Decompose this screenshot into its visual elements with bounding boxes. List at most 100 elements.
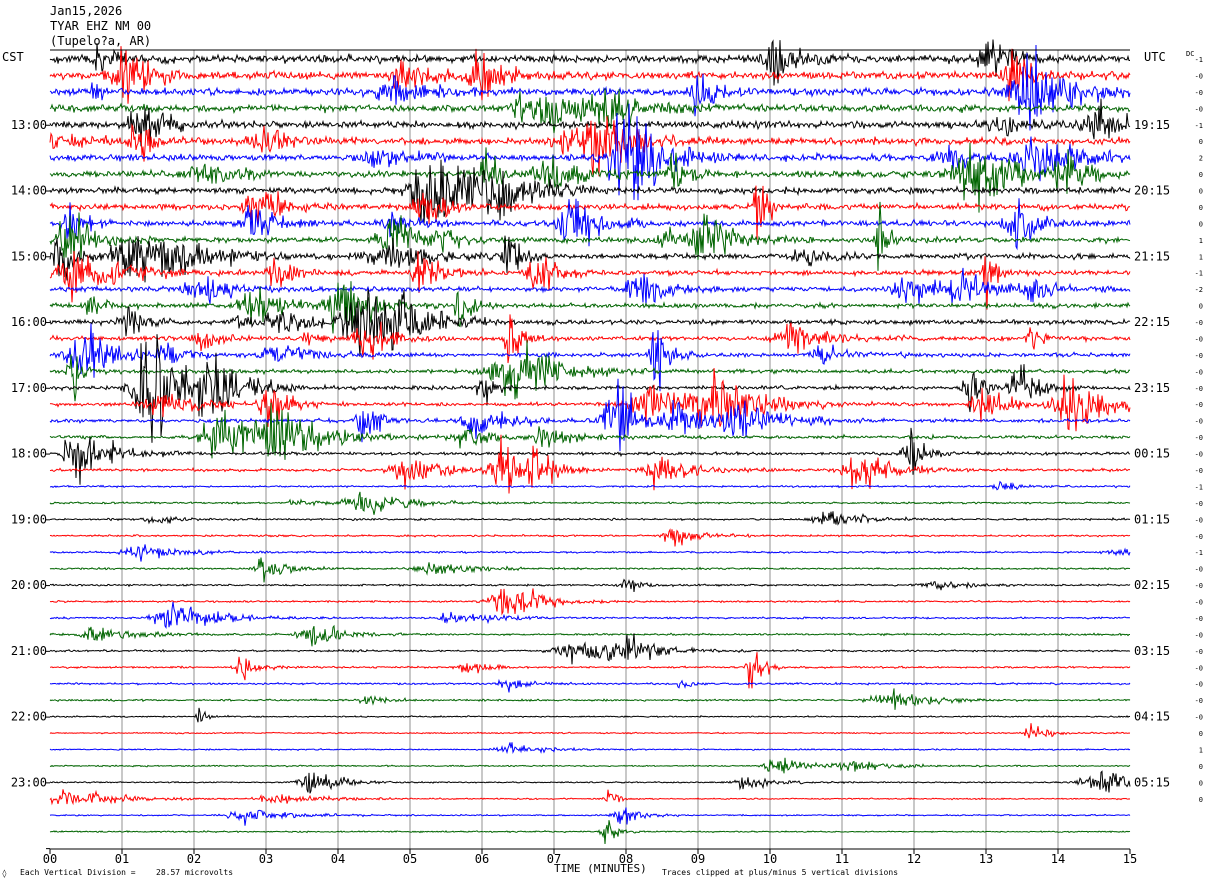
trace-row-2	[49, 44, 1131, 131]
dc-offset-value: -0	[1195, 434, 1203, 442]
dc-offset-value: 0	[1199, 796, 1203, 804]
utc-hour-label: 04:15	[1134, 710, 1170, 724]
utc-hour-labels: 19:15 20:15 21:15 22:15 23:15 00:15 01:15 02:15…	[1134, 118, 1170, 790]
dc-offset-value: -0	[1195, 582, 1203, 590]
scale-value: 28.57 microvolts	[156, 868, 234, 877]
trace-row-40	[49, 707, 1131, 723]
dc-offset-value: 0	[1199, 171, 1203, 179]
x-tick-label: 06	[475, 852, 489, 866]
x-tick-label: 11	[835, 852, 849, 866]
dc-offset-value: 0	[1199, 730, 1203, 738]
dc-offset-value: 0	[1199, 204, 1203, 212]
cst-hour-label: 13:00	[11, 118, 47, 132]
trace-row-17	[49, 314, 1131, 364]
trace-row-16	[49, 289, 1131, 357]
plot-axes	[46, 49, 1131, 854]
dc-offset-value: -0	[1195, 467, 1203, 475]
trace-row-34	[49, 601, 1130, 629]
dc-offset-value: -0	[1195, 385, 1203, 393]
trace-row-13	[49, 250, 1131, 310]
trace-row-8	[49, 159, 1131, 225]
cst-hour-label: 23:00	[11, 775, 47, 789]
utc-hour-label: 21:15	[1134, 249, 1170, 263]
x-tick-label: 14	[1051, 852, 1065, 866]
dc-offset-value: -0	[1195, 714, 1203, 722]
date-label: Jan15,2026	[50, 4, 123, 18]
dc-offset-value: 0	[1199, 779, 1203, 787]
dc-offset-value: -2	[1195, 286, 1203, 294]
x-tick-label: 09	[691, 852, 705, 866]
trace-row-42	[49, 742, 1131, 755]
trace-row-19	[49, 340, 1131, 402]
trace-row-11	[49, 201, 1131, 271]
dc-offset-value: -0	[1195, 401, 1203, 409]
x-tick-label: 12	[907, 852, 921, 866]
x-axis-title: TIME (MINUTES)	[554, 862, 647, 875]
dc-offset-value: -1	[1195, 122, 1203, 130]
dc-offset-value: -0	[1195, 566, 1203, 574]
location-label: (Tupelo?a, AR)	[50, 34, 152, 48]
x-tick-label: 03	[259, 852, 273, 866]
dc-offset-value: -0	[1195, 500, 1203, 508]
cst-hour-label: 20:00	[11, 578, 47, 592]
trace-row-23	[49, 402, 1131, 460]
dc-offset-value: 0	[1199, 138, 1203, 146]
trace-row-1	[49, 46, 1131, 104]
utc-hour-label: 22:15	[1134, 315, 1170, 329]
trace-row-3	[49, 88, 1131, 134]
trace-row-6	[49, 103, 1131, 201]
trace-row-4	[49, 98, 1131, 147]
trace-row-31	[49, 557, 1131, 583]
utc-zone-label: UTC	[1144, 50, 1166, 64]
dc-offset-value: 1	[1199, 746, 1203, 754]
cst-hour-labels: 13:00 14:00 15:00 16:00 17:00 18:00 19:00 20:00…	[11, 118, 47, 790]
trace-row-47	[49, 820, 1131, 845]
cst-zone-label: CST	[2, 50, 24, 64]
dc-offset-value: 0	[1199, 763, 1203, 771]
trace-row-7	[49, 142, 1131, 213]
dc-offset-value: -0	[1195, 697, 1203, 705]
x-tick-label: 07	[547, 852, 561, 866]
utc-hour-label: 19:15	[1134, 118, 1170, 132]
dc-offset-value: -0	[1195, 105, 1203, 113]
trace-row-43	[49, 757, 1131, 774]
trace-row-0	[49, 39, 1130, 86]
trace-row-9	[49, 185, 1131, 242]
trace-row-36	[49, 633, 1131, 665]
trace-row-32	[49, 578, 1131, 593]
trace-row-10	[49, 198, 1131, 251]
dc-offset-value: -1	[1195, 483, 1203, 491]
dc-offset-value: -0	[1195, 599, 1203, 607]
dc-offset-value: 1	[1199, 237, 1203, 245]
dc-offset-value: -0	[1195, 368, 1203, 376]
dc-offset-value: -0	[1195, 89, 1203, 97]
cst-hour-label: 19:00	[11, 512, 47, 526]
trace-row-29	[49, 528, 1131, 547]
dc-offset-value: -1	[1195, 549, 1203, 557]
trace-row-14	[49, 267, 1131, 306]
clip-note: Traces clipped at plus/minus 5 vertical …	[662, 868, 899, 877]
utc-hour-label: 00:15	[1134, 447, 1170, 461]
utc-hour-label: 02:15	[1134, 578, 1170, 592]
dc-offset-value: -1	[1195, 56, 1203, 64]
station-label: TYAR EHZ NM 00	[50, 19, 152, 33]
cst-hour-label: 15:00	[11, 249, 47, 263]
dc-offset-value: -1	[1195, 270, 1203, 278]
x-tick-labels: 00 01 02 03 04 05 06 07 08 09 10 11 12 13 14 15	[43, 852, 1137, 866]
x-tick-label: 08	[619, 852, 633, 866]
utc-hour-label: 23:15	[1134, 381, 1170, 395]
x-tick-label: 00	[43, 852, 57, 866]
dc-offset-value: -0	[1195, 451, 1203, 459]
dc-column-label: DC	[1186, 50, 1195, 58]
seismic-traces	[49, 39, 1131, 845]
trace-row-20	[49, 334, 1131, 443]
dc-offset-value: -0	[1195, 319, 1203, 327]
trace-row-39	[49, 688, 1131, 710]
x-tick-label: 15	[1123, 852, 1137, 866]
x-tick-label: 13	[979, 852, 993, 866]
dc-offset-value: -0	[1195, 418, 1203, 426]
cst-hour-label: 14:00	[11, 184, 47, 198]
x-tick-label: 10	[763, 852, 777, 866]
scale-label: Each Vertical Division =	[20, 868, 136, 877]
dc-offset-value: -0	[1195, 352, 1203, 360]
